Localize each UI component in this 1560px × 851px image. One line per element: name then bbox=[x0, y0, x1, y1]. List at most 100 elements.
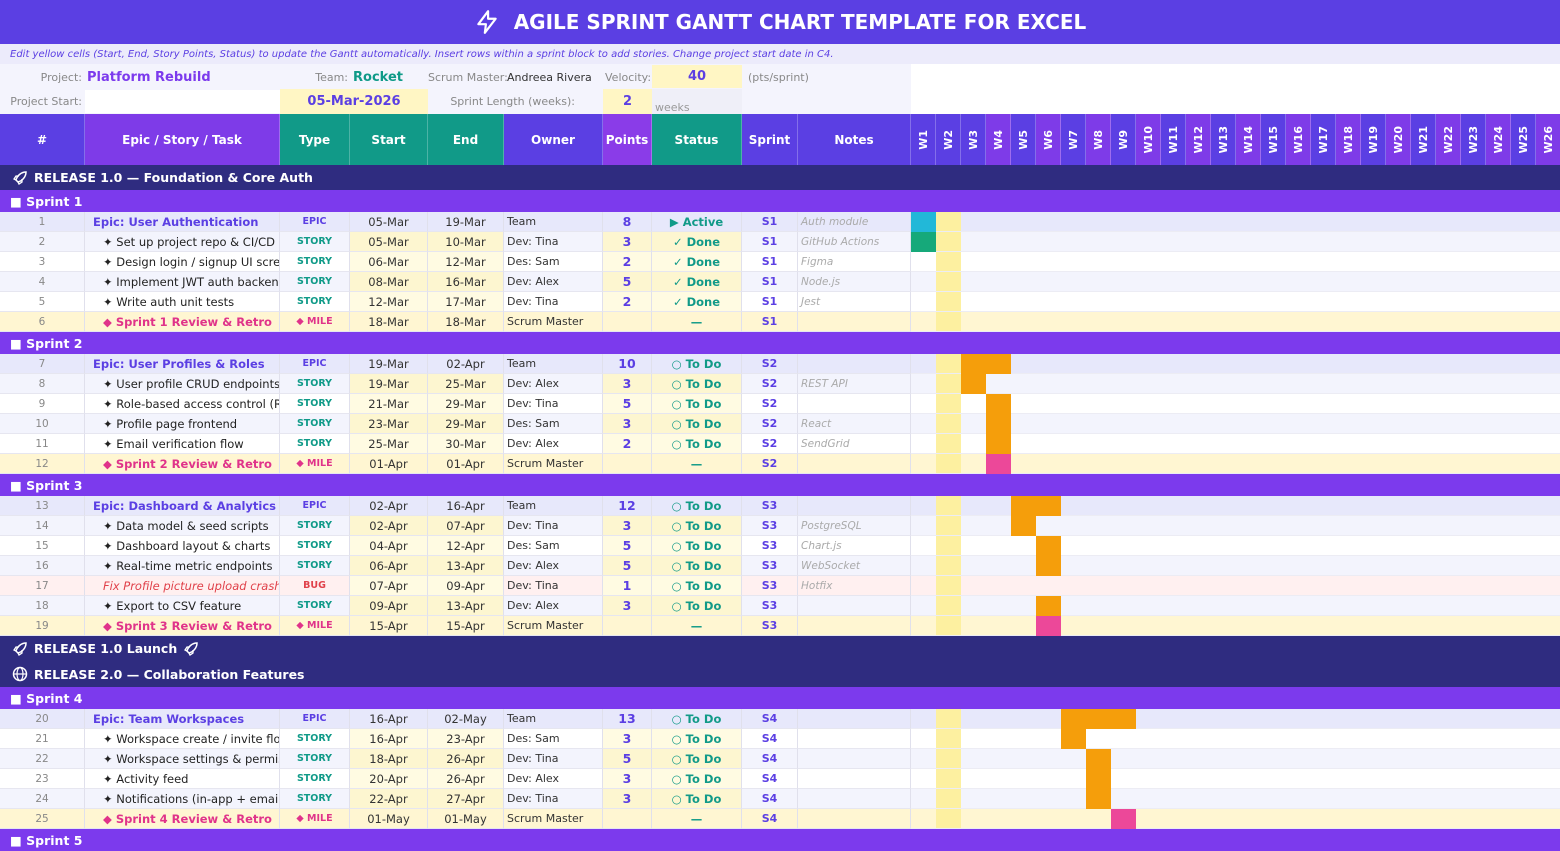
cell: 2 bbox=[603, 292, 652, 312]
cell: ✓ Done bbox=[652, 252, 742, 272]
week-header: W11 bbox=[1161, 114, 1186, 165]
cell: ○ To Do bbox=[652, 414, 742, 434]
cell: 3 bbox=[603, 414, 652, 434]
gantt-cell bbox=[1136, 374, 1161, 394]
cell: EPIC bbox=[280, 709, 350, 729]
gantt-cell bbox=[1411, 414, 1436, 434]
gantt-cell bbox=[1311, 616, 1336, 636]
gantt-cell bbox=[1236, 414, 1261, 434]
gantt-cell bbox=[1261, 212, 1286, 232]
gantt-cell bbox=[1211, 616, 1236, 636]
gantt-cell bbox=[1486, 232, 1511, 252]
week-header: W26 bbox=[1536, 114, 1560, 165]
cell: Dev: Tina bbox=[504, 394, 603, 414]
gantt-cell bbox=[1311, 556, 1336, 576]
gantt-cell bbox=[961, 596, 986, 616]
cell: WebSocket bbox=[798, 556, 911, 576]
gantt-cell bbox=[1086, 354, 1111, 374]
gantt-bar bbox=[1036, 496, 1061, 516]
gantt-cell bbox=[1411, 789, 1436, 809]
gantt-cell bbox=[1336, 434, 1361, 454]
cell: S1 bbox=[742, 292, 798, 312]
cell: BUG bbox=[280, 576, 350, 596]
gantt-cell bbox=[1186, 272, 1211, 292]
gantt-cell bbox=[936, 272, 961, 292]
gantt-bar bbox=[1061, 729, 1086, 749]
cell: ✦ Design login / signup UI screen bbox=[85, 252, 280, 272]
gantt-cell bbox=[1061, 809, 1086, 829]
gantt-cell bbox=[1036, 394, 1061, 414]
cell: 04-Apr bbox=[350, 536, 428, 556]
gantt-cell bbox=[1261, 749, 1286, 769]
gantt-cell bbox=[936, 516, 961, 536]
gantt-cell bbox=[1336, 232, 1361, 252]
gantt-cell bbox=[1061, 556, 1086, 576]
cell: STORY bbox=[280, 232, 350, 252]
gantt-cell bbox=[1086, 516, 1111, 536]
cell: ◆ MILE bbox=[280, 809, 350, 829]
gantt-cell bbox=[1311, 212, 1336, 232]
gantt-cell bbox=[1536, 454, 1560, 474]
gantt-cell bbox=[1461, 212, 1486, 232]
gantt-cell bbox=[1511, 596, 1536, 616]
label: Project: bbox=[40, 70, 82, 84]
cell: S2 bbox=[742, 394, 798, 414]
cell: 06-Apr bbox=[350, 556, 428, 576]
cell bbox=[798, 596, 911, 616]
gantt-cell bbox=[1336, 272, 1361, 292]
gantt-cell bbox=[1261, 516, 1286, 536]
week-header: W1 bbox=[911, 114, 936, 165]
week-header: W4 bbox=[986, 114, 1011, 165]
gantt-cell bbox=[1161, 212, 1186, 232]
gantt-cell bbox=[1236, 232, 1261, 252]
cell: ○ To Do bbox=[652, 709, 742, 729]
gantt-cell bbox=[1486, 354, 1511, 374]
gantt-cell bbox=[1111, 749, 1136, 769]
cell: 3 bbox=[603, 729, 652, 749]
gantt-cell bbox=[1336, 576, 1361, 596]
gantt-cell bbox=[1161, 729, 1186, 749]
gantt-cell bbox=[1186, 292, 1211, 312]
cell: ✦ Set up project repo & CI/CD pip bbox=[85, 232, 280, 252]
gantt-cell bbox=[1036, 252, 1061, 272]
gantt-cell bbox=[1361, 809, 1386, 829]
cell bbox=[798, 709, 911, 729]
gantt-cell bbox=[911, 576, 936, 596]
gantt-cell bbox=[1511, 556, 1536, 576]
week-header: W23 bbox=[1461, 114, 1486, 165]
gantt-cell bbox=[1511, 292, 1536, 312]
gantt-cell bbox=[1086, 809, 1111, 829]
gantt-cell bbox=[911, 709, 936, 729]
gantt-cell bbox=[1386, 454, 1411, 474]
gantt-cell bbox=[1161, 252, 1186, 272]
gantt-cell bbox=[961, 769, 986, 789]
cell: 3 bbox=[603, 789, 652, 809]
cell: STORY bbox=[280, 516, 350, 536]
release-label: RELEASE 1.0 Launch bbox=[34, 641, 178, 656]
cell: ✦ Data model & seed scripts bbox=[85, 516, 280, 536]
cell: Des: Sam bbox=[504, 252, 603, 272]
gantt-cell bbox=[1211, 769, 1236, 789]
gantt-cell bbox=[1436, 536, 1461, 556]
column-header: End bbox=[428, 114, 504, 165]
cell: 5 bbox=[0, 292, 85, 312]
gantt-cell bbox=[1436, 212, 1461, 232]
gantt-cell bbox=[1461, 454, 1486, 474]
gantt-cell bbox=[1161, 769, 1186, 789]
gantt-cell bbox=[1436, 576, 1461, 596]
gantt-cell bbox=[1236, 516, 1261, 536]
gantt-cell bbox=[1061, 516, 1086, 536]
gantt-cell bbox=[1236, 769, 1261, 789]
cell: S2 bbox=[742, 354, 798, 374]
cell: 29-Mar bbox=[428, 394, 504, 414]
gantt-cell bbox=[1536, 769, 1560, 789]
cell: ✦ User profile CRUD endpoints bbox=[85, 374, 280, 394]
gantt-cell bbox=[986, 769, 1011, 789]
gantt-cell bbox=[1136, 789, 1161, 809]
cell: EPIC bbox=[280, 212, 350, 232]
gantt-cell bbox=[1336, 212, 1361, 232]
gantt-bar bbox=[911, 232, 936, 252]
sprint-row: ■ Sprint 5 bbox=[0, 829, 1560, 851]
gantt-cell bbox=[1511, 809, 1536, 829]
gantt-cell bbox=[1361, 434, 1386, 454]
